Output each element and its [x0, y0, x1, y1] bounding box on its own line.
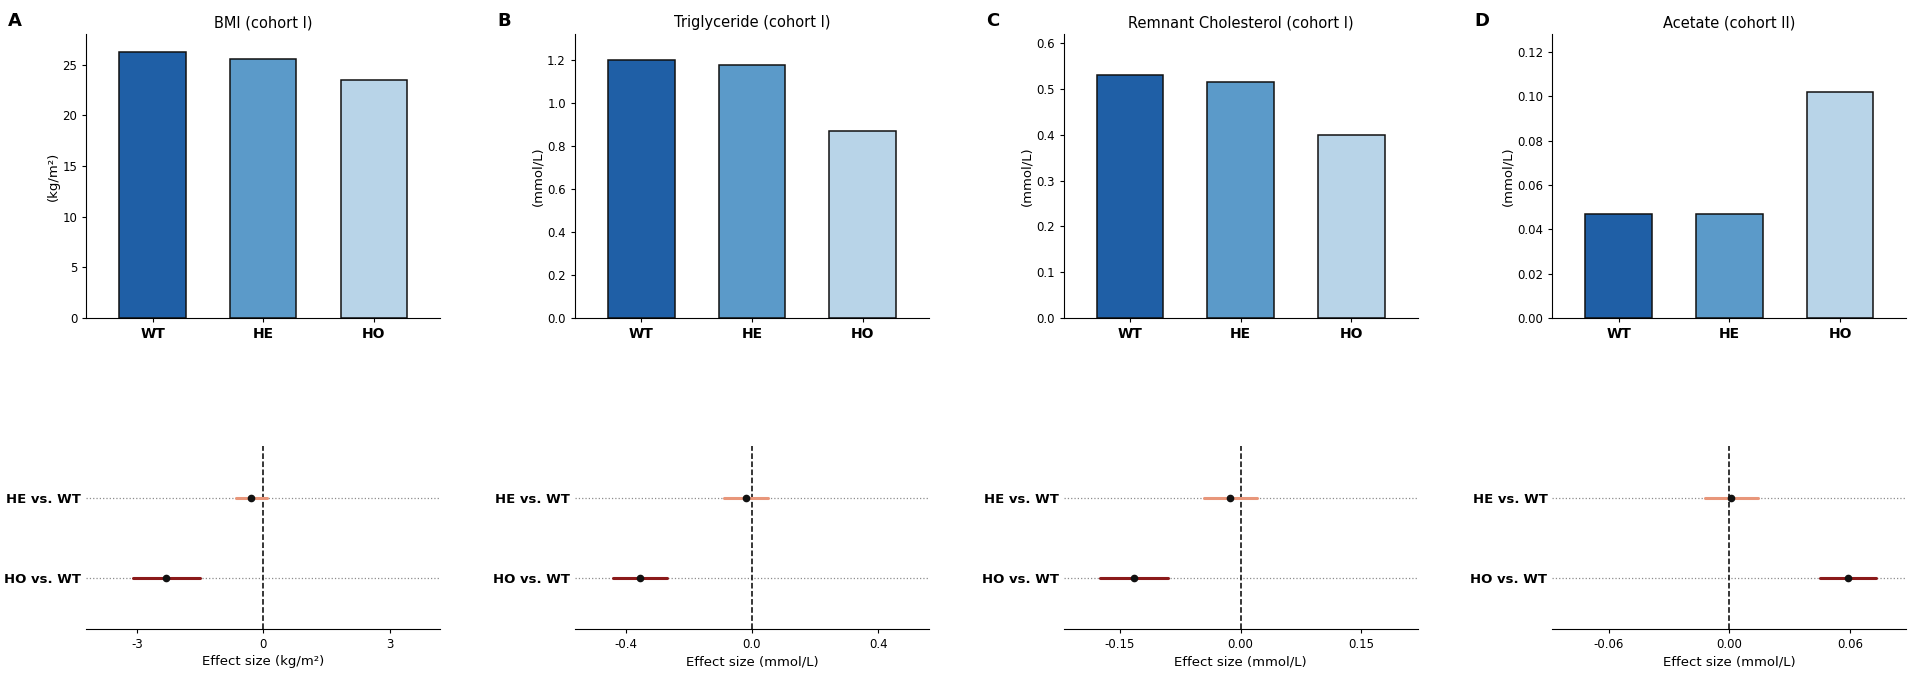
- Bar: [1696, 213, 1763, 318]
- Y-axis label: (mmol/L): (mmol/L): [531, 146, 544, 206]
- X-axis label: Effect size (kg/m²): Effect size (kg/m²): [203, 655, 324, 668]
- Text: B: B: [496, 12, 512, 29]
- Y-axis label: (mmol/L): (mmol/L): [1019, 146, 1033, 206]
- Title: Remnant Cholesterol (cohort I): Remnant Cholesterol (cohort I): [1129, 15, 1353, 30]
- X-axis label: Effect size (mmol/L): Effect size (mmol/L): [1175, 655, 1307, 668]
- Y-axis label: (kg/m²): (kg/m²): [46, 151, 59, 200]
- Text: C: C: [985, 12, 998, 29]
- Y-axis label: (mmol/L): (mmol/L): [1502, 146, 1514, 206]
- Title: BMI (cohort I): BMI (cohort I): [215, 15, 312, 30]
- Bar: [1207, 82, 1274, 318]
- Bar: [607, 60, 674, 318]
- Bar: [119, 53, 186, 318]
- Title: Acetate (cohort II): Acetate (cohort II): [1663, 15, 1795, 30]
- Bar: [830, 131, 897, 318]
- Bar: [230, 59, 297, 318]
- Bar: [1586, 213, 1652, 318]
- Bar: [718, 66, 786, 318]
- Text: D: D: [1475, 12, 1489, 29]
- Title: Triglyceride (cohort I): Triglyceride (cohort I): [674, 15, 830, 30]
- Bar: [1807, 92, 1874, 318]
- Bar: [341, 80, 406, 318]
- X-axis label: Effect size (mmol/L): Effect size (mmol/L): [686, 655, 818, 668]
- X-axis label: Effect size (mmol/L): Effect size (mmol/L): [1663, 655, 1795, 668]
- Bar: [1096, 75, 1163, 318]
- Text: A: A: [8, 12, 23, 29]
- Bar: [1318, 135, 1385, 318]
